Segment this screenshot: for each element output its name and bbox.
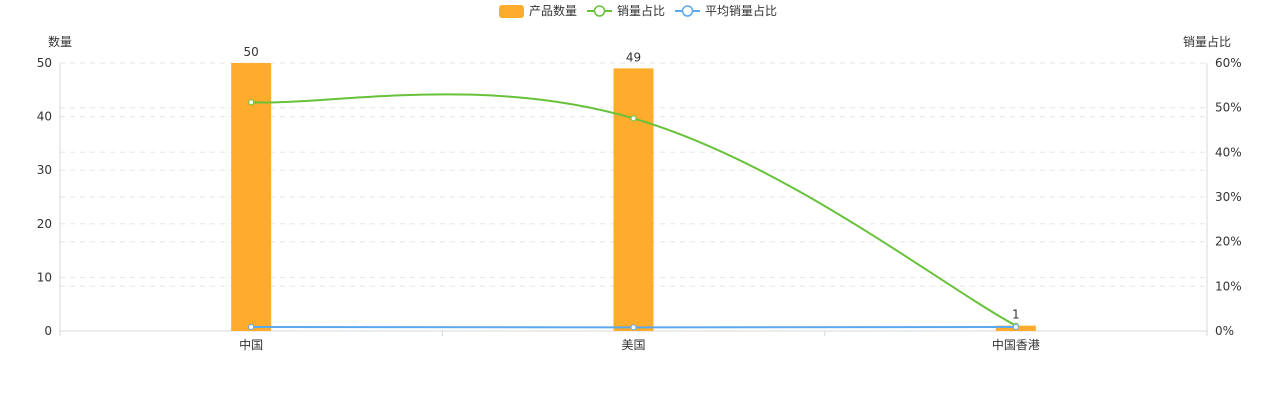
y-axis-right-title: 销量占比	[1183, 34, 1231, 49]
x-tick-label: 中国香港	[992, 337, 1040, 352]
data-labels: 50 49 1	[244, 45, 1020, 322]
y-axis-left-title: 数量	[48, 34, 72, 49]
y-tick-label-right: 50%	[1215, 101, 1242, 115]
bar-value-label: 1	[1012, 308, 1020, 322]
y-tick-label-right: 0%	[1215, 324, 1234, 338]
y-tick-label-left: 50	[37, 56, 52, 70]
bars	[231, 63, 1036, 332]
series-point	[248, 323, 255, 330]
y-tick-label-left: 0	[44, 324, 52, 338]
bar	[613, 68, 654, 332]
y-tick-label-right: 40%	[1215, 145, 1242, 159]
x-tick-label: 美国	[621, 338, 645, 352]
bar	[231, 63, 272, 331]
x-tick-label: 中国	[239, 337, 263, 352]
legend-item-label: 销量占比	[617, 3, 665, 18]
series-point	[630, 324, 637, 331]
y-tick-label-left: 10	[37, 270, 52, 284]
series-point	[630, 115, 637, 122]
series-point	[1012, 323, 1019, 330]
y-tick-label-right: 20%	[1215, 235, 1242, 249]
bar-value-label: 50	[244, 45, 259, 59]
lines	[248, 93, 1019, 331]
legend-item-label: 平均销量占比	[705, 3, 777, 18]
legend-item-label: 产品数量	[529, 3, 577, 18]
y-tick-label-right: 60%	[1215, 56, 1242, 70]
bar-value-label: 49	[626, 50, 641, 64]
y-tick-label-right: 10%	[1215, 279, 1242, 293]
y-tick-label-left: 40	[37, 110, 52, 124]
y-tick-label-right: 30%	[1215, 190, 1242, 204]
legend: 产品数量 销量占比 平均销量占比	[499, 3, 777, 18]
legend-swatch-marker	[593, 5, 606, 17]
legend-swatch-bar	[499, 5, 524, 18]
series-point	[248, 99, 255, 106]
y-tick-label-left: 30	[37, 163, 52, 177]
y-tick-label-left: 20	[37, 217, 52, 231]
legend-swatch-marker	[681, 5, 694, 17]
